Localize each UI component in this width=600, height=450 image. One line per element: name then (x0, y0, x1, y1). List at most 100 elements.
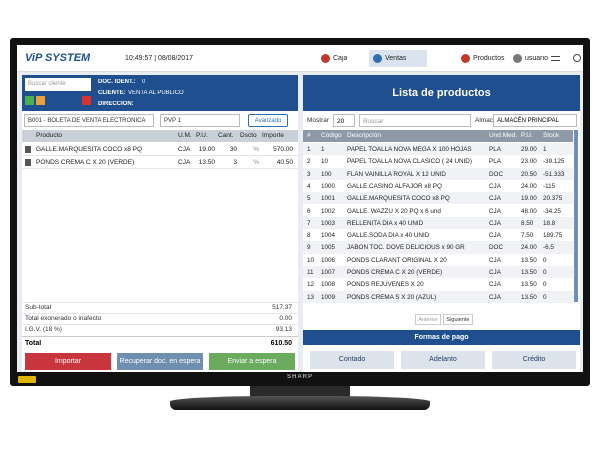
nav-item[interactable]: Caja (317, 50, 361, 67)
cell: 13.50 (521, 281, 537, 289)
document-type-select[interactable]: B001 - BOLETA DE VENTA ELECTRONICA (24, 114, 154, 127)
cell: -39.125 (543, 158, 565, 166)
cell: 13.50 (521, 256, 537, 264)
product-row[interactable] (303, 290, 573, 303)
nav-label: Ventas (385, 55, 407, 62)
cell: 11 (307, 269, 314, 276)
scrollbar (574, 130, 578, 302)
cell: 1008 (321, 281, 336, 289)
payment-button[interactable]: Adelanto (401, 351, 485, 369)
cell: 12 (307, 281, 315, 289)
cell: 29.00 (521, 146, 537, 153)
cell: CJA (489, 293, 501, 301)
grand-total-label: Total (25, 340, 42, 347)
delete-row-icon[interactable] (25, 159, 31, 166)
column-header: Producto (36, 132, 63, 139)
warehouse-select[interactable]: ALMACÉN PRINCIPAL (493, 114, 577, 127)
cell: PONDS CREMA S X 20 (AZUL) (347, 293, 437, 301)
cell: 1009 (321, 293, 336, 301)
payment-button[interactable]: Crédito (492, 351, 576, 369)
cell: 13.50 (521, 293, 537, 301)
product-row[interactable] (303, 266, 573, 279)
product-row[interactable] (303, 278, 573, 291)
remove-client-button[interactable] (82, 96, 91, 105)
total-line (22, 313, 298, 324)
cell: 24.00 (521, 182, 537, 190)
cell: JABON TOC. DOVE DELICIOUS x 90 GR (347, 244, 465, 252)
action-button[interactable]: Enviar a espera (209, 353, 295, 370)
grand-total-line (22, 336, 298, 337)
cell[interactable]: % (253, 159, 259, 166)
column-header: Cant. (218, 132, 234, 139)
cell: CJA (178, 159, 191, 166)
pagination-button[interactable]: Siguiente (443, 314, 473, 325)
cell: CJA (489, 232, 501, 240)
datetime: 10:49:57 | 08/08/2017 (125, 55, 193, 62)
column-header: # (307, 132, 311, 139)
cell: 18.8 (543, 219, 556, 227)
pagination-button[interactable]: Anterior (415, 314, 441, 325)
cell: 1004 (321, 232, 336, 240)
cell: CJA (489, 195, 501, 203)
edit-client-button[interactable] (36, 96, 45, 105)
nav-item[interactable]: Productos (457, 50, 505, 67)
product-row[interactable] (303, 216, 573, 230)
product-search[interactable]: Buscar (359, 114, 471, 127)
nav-label: usuario (525, 55, 548, 62)
product-row[interactable] (303, 204, 573, 217)
cell: 7.50 (521, 232, 534, 240)
column-header: Descripción (347, 132, 381, 139)
cell: GALLE.MARQUESITA COCO x8 PQ (347, 195, 450, 203)
product-row[interactable] (303, 229, 573, 242)
nav-item[interactable]: usuario (509, 50, 549, 67)
cell: 7 (307, 219, 311, 227)
column-header: P.U. (196, 132, 208, 139)
cell: PAPEL TOALLA NOVA MEGA X 100 HOJAS (347, 146, 472, 153)
column-header: Dscto (240, 132, 257, 139)
cell: 20.375 (543, 195, 563, 203)
row-background (22, 143, 298, 156)
cell: 1000 (321, 182, 336, 190)
grand-total-value: 610.50 (270, 340, 292, 347)
delete-row-icon[interactable] (25, 146, 31, 153)
menu-icon[interactable] (551, 56, 560, 61)
action-button[interactable]: Importar (25, 353, 111, 370)
advanced-button[interactable]: Avanzado (248, 114, 288, 127)
page-size-select[interactable]: 20 (333, 114, 355, 127)
cell[interactable]: % (253, 146, 259, 153)
cell: CJA (489, 256, 501, 264)
payment-button[interactable]: Contado (310, 351, 394, 369)
cell: 2 (307, 158, 311, 166)
action-button[interactable]: Recuperar doc. en espera (117, 353, 203, 370)
product-row[interactable] (303, 192, 573, 205)
nav-icon (373, 54, 382, 63)
price-list-select[interactable]: PVP 1 (160, 114, 240, 127)
client-search[interactable]: Buscar cliente (25, 78, 91, 91)
cell: 40.50 (276, 159, 293, 166)
cell: 1007 (321, 269, 336, 276)
cell: 10 (321, 158, 329, 166)
cell: GALLE.MARQUESITA COCO x8 PQ (36, 146, 143, 153)
cell[interactable]: 3 (233, 159, 237, 166)
add-client-button[interactable] (25, 96, 34, 105)
client-info-label: DIRECCIÓN: (98, 101, 134, 107)
total-label: Sub-total (25, 304, 52, 311)
cell: -51.333 (543, 170, 565, 178)
product-row[interactable] (303, 253, 573, 266)
product-row[interactable] (303, 241, 573, 254)
product-row[interactable] (303, 143, 573, 156)
tv-stand-base (170, 396, 430, 410)
cell: CJA (489, 281, 501, 289)
power-icon[interactable] (573, 54, 581, 62)
product-row[interactable] (303, 167, 573, 180)
cell[interactable]: 30 (229, 146, 237, 153)
nav-item[interactable]: Ventas (369, 50, 427, 67)
product-row[interactable] (303, 155, 573, 168)
products-title: Lista de productos (303, 75, 580, 111)
cell: 13 (307, 293, 315, 301)
product-row[interactable] (303, 179, 573, 193)
cell: 1003 (321, 219, 336, 227)
cell: 19.00 (198, 146, 215, 153)
nav-icon (461, 54, 470, 63)
